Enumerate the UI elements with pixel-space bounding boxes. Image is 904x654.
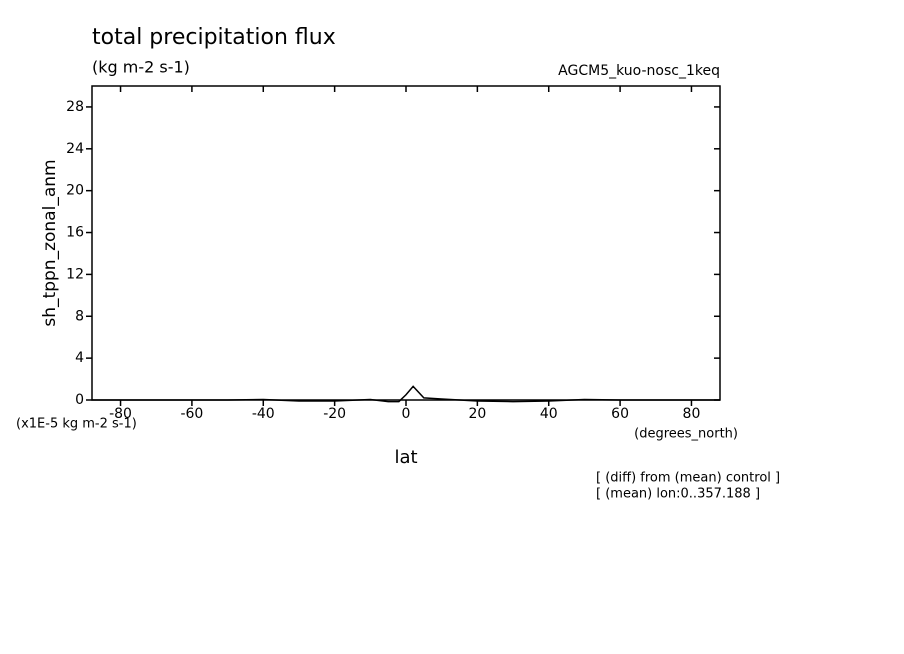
note: [ (diff) from (mean) control ] [596,471,780,486]
x-tick-label: 0 [402,406,411,422]
x-tick-label: 20 [468,406,486,422]
chart-subtitle: (kg m-2 s-1) [92,58,190,77]
y-tick-label: 12 [66,266,84,282]
y-scale-note: (x1E-5 kg m-2 s-1) [16,417,137,432]
x-tick-label: -40 [252,406,275,422]
x-unit: (degrees_north) [634,427,738,442]
x-tick-label: 80 [683,406,701,422]
x-tick-label: -80 [109,406,132,422]
y-tick-label: 16 [66,225,84,241]
data-line [92,385,720,403]
dataset-label: AGCM5_kuo-nosc_1keq [558,63,720,79]
y-tick-label: 8 [75,308,84,324]
y-tick-label: 20 [66,183,84,199]
y-tick-label: 28 [66,99,84,115]
y-tick-label: 0 [75,392,84,408]
y-tick-label: 4 [75,350,84,366]
chart-title: total precipitation flux [92,25,336,50]
x-tick-label: 40 [540,406,558,422]
x-axis-label: lat [394,447,417,468]
x-tick-label: -60 [180,406,203,422]
x-tick-label: 60 [611,406,629,422]
x-tick-label: -20 [323,406,346,422]
note: [ (mean) lon:0..357.188 ] [596,487,760,502]
y-axis-label: sh_tppn_zonal_anm [40,159,60,326]
y-tick-label: 24 [66,141,84,157]
